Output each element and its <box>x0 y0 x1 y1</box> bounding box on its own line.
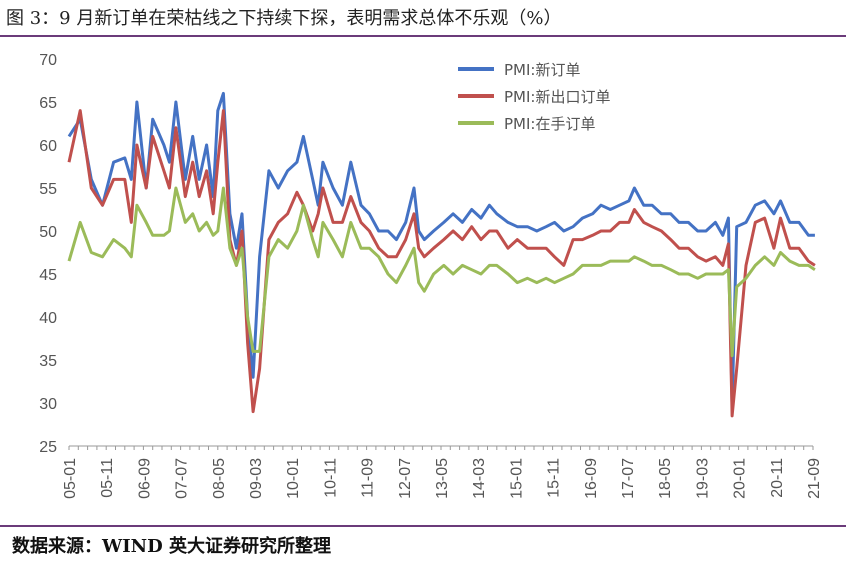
x-tick-label: 14-03 <box>471 458 488 499</box>
x-tick-label: 19-03 <box>694 458 711 499</box>
x-tick-label: 08-05 <box>211 458 228 499</box>
y-tick-label: 70 <box>39 52 57 69</box>
x-tick-label: 12-07 <box>397 458 414 499</box>
x-tick-label: 10-01 <box>285 458 302 499</box>
y-tick-label: 45 <box>39 267 57 284</box>
top-rule <box>0 35 846 37</box>
x-tick-label: 20-01 <box>732 458 749 499</box>
legend-label: PMI:在手订单 <box>504 115 595 133</box>
x-tick-label: 18-05 <box>657 458 674 499</box>
x-axis: 05-01 05-11 06-09 07-07 08-05 09-03 10-01 10-11… <box>62 445 823 499</box>
series-line-1 <box>67 109 816 418</box>
x-tick-label: 05-11 <box>99 458 116 498</box>
y-tick-label: 60 <box>39 138 57 155</box>
bottom-rule <box>0 525 846 527</box>
y-axis: 25 30 35 40 45 50 55 60 65 70 <box>39 52 57 456</box>
source-note: 数据来源：WIND 英大证券研究所整理 <box>12 536 331 557</box>
x-tick-label: 15-01 <box>508 458 525 499</box>
figure-title: 图 3：9 月新订单在荣枯线之下持续下探，表明需求总体不乐观（%） <box>6 8 562 29</box>
y-tick-label: 25 <box>39 439 57 456</box>
y-tick-label: 50 <box>39 224 57 241</box>
series-line-0 <box>67 91 815 409</box>
x-tick-label: 15-11 <box>546 458 563 498</box>
legend: PMI:新订单 PMI:新出口订单 PMI:在手订单 <box>458 61 610 133</box>
y-tick-label: 65 <box>39 95 57 112</box>
y-tick-label: 35 <box>39 353 57 370</box>
y-tick-label: 40 <box>39 310 57 327</box>
x-tick-label: 06-09 <box>136 458 153 499</box>
x-tick-label: 13-05 <box>434 458 451 499</box>
series-line-2 <box>67 186 816 358</box>
y-tick-label: 55 <box>39 181 57 198</box>
series-lines <box>67 91 816 418</box>
x-tick-label: 10-11 <box>322 458 339 498</box>
x-tick-label: 11-09 <box>360 458 377 498</box>
y-tick-label: 30 <box>39 396 57 413</box>
x-tick-label: 20-11 <box>769 458 786 498</box>
line-chart: 25 30 35 40 45 50 55 60 65 70 05-01 05-11 06-09 07-0… <box>39 52 823 499</box>
legend-label: PMI:新出口订单 <box>504 88 610 106</box>
x-tick-label: 16-09 <box>583 458 600 499</box>
x-tick-label: 05-01 <box>62 458 79 499</box>
legend-label: PMI:新订单 <box>504 61 580 79</box>
x-tick-label: 21-09 <box>806 458 823 499</box>
x-tick-label: 17-07 <box>620 458 637 499</box>
x-tick-label: 07-07 <box>174 458 191 499</box>
x-tick-label: 09-03 <box>248 458 265 499</box>
